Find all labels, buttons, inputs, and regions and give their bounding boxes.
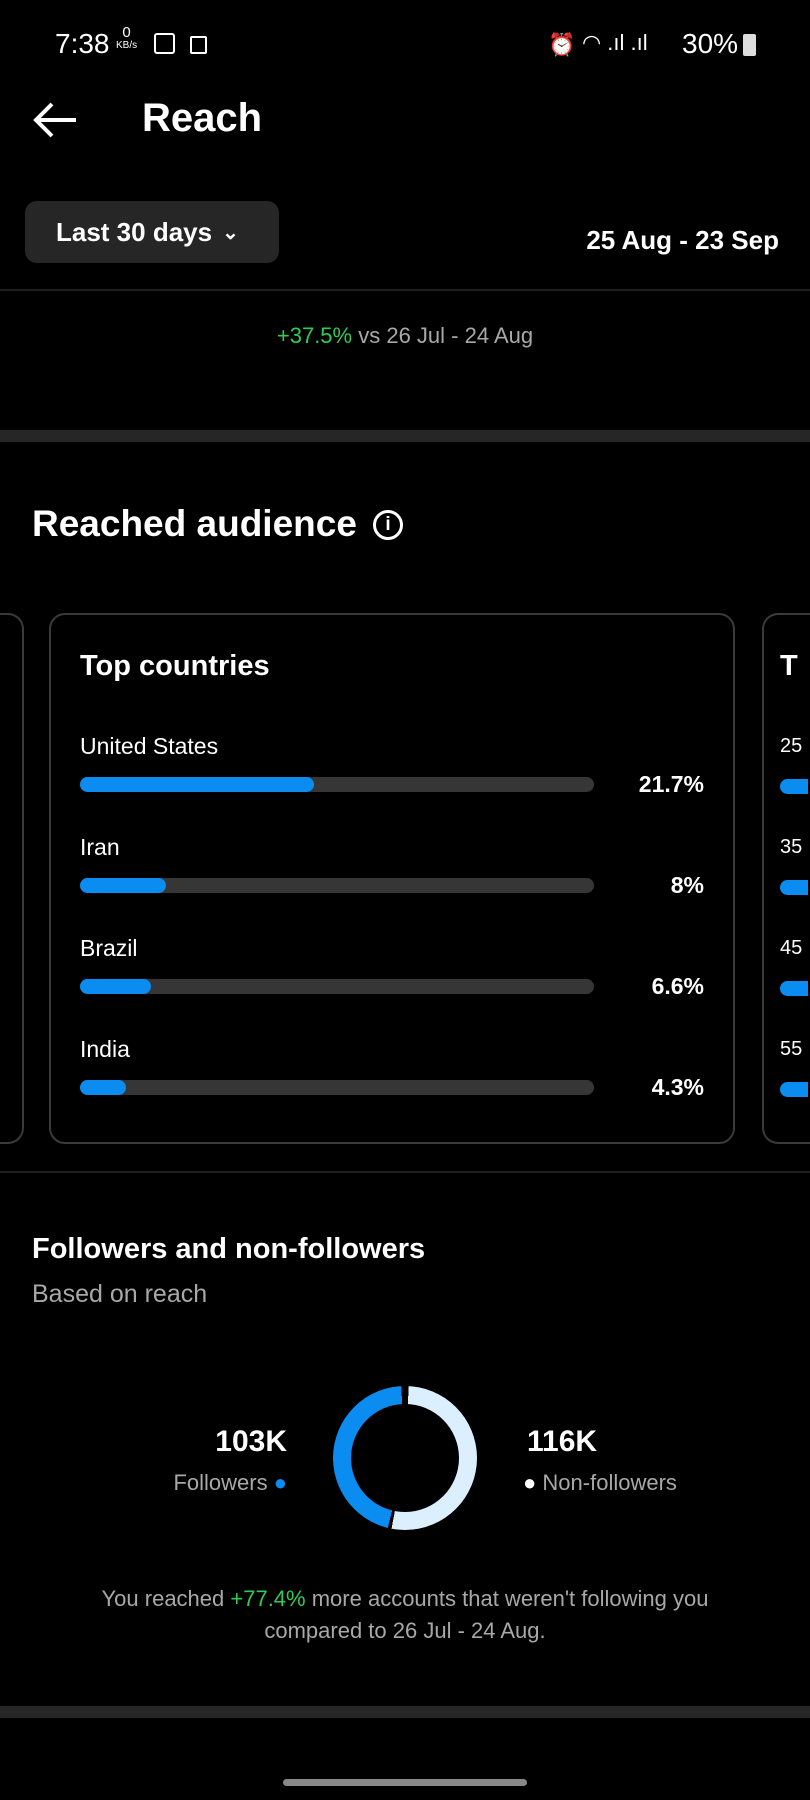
country-name: United States [80,733,219,759]
page-title: Reach [142,96,263,140]
followers-note: You reached +77.4% more accounts that we… [0,1583,810,1647]
age-range-label: 45 [780,937,803,959]
back-arrow-icon[interactable] [32,100,78,140]
alarm-icon: ⏰ [548,32,576,57]
network-speed: 0 KB/s [116,24,138,52]
followers-label: Followers [173,1470,268,1495]
non-followers-value: 116K [527,1425,598,1458]
non-followers-label: Non-followers [542,1470,677,1495]
followers-donut-chart [333,1386,477,1530]
donut-hole [351,1404,459,1512]
divider [0,1171,810,1173]
non-followers-legend: ● Non-followers [523,1470,677,1496]
divider [0,289,810,291]
country-bar-track [80,777,594,792]
section-separator [0,430,810,442]
comparison-change: +37.5% [276,323,353,348]
previous-card[interactable] [0,613,24,1144]
comparison-period: vs 26 Jul - 24 Aug [358,323,534,348]
country-name: Iran [80,834,120,860]
section-title: Reached audience [32,503,357,544]
gallery-icon [154,33,175,54]
note-post: more accounts that weren't following you [305,1586,709,1611]
followers-subtitle: Based on reach [32,1280,208,1308]
country-name: India [80,1036,130,1062]
country-bar-track [80,979,594,994]
country-percent: 21.7% [638,771,704,797]
net-speed-unit: KB/s [116,40,138,51]
country-percent: 4.3% [651,1074,704,1100]
age-bar-fill [780,1082,808,1097]
battery-icon [743,34,756,56]
country-bar-track [80,1080,594,1095]
home-indicator[interactable] [283,1779,527,1786]
wifi-signal-icon: ◠ .ıl .ıl [582,30,648,55]
non-followers-dot: ● [523,1470,537,1495]
country-name: Brazil [80,935,138,961]
followers-value: 103K [215,1425,287,1458]
date-range-label: Last 30 days [56,216,213,247]
age-bar-fill [780,880,808,895]
lock-icon [190,36,207,54]
age-bar-fill [780,981,808,996]
country-bar-fill [80,878,167,893]
status-time: 7:38 [55,28,110,59]
top-countries-card [49,613,735,1144]
followers-dot: ● [273,1470,287,1495]
country-bar-fill [80,777,315,792]
country-percent: 8% [670,872,704,898]
country-percent: 6.6% [651,973,704,999]
card-title: Top countries [80,650,270,682]
country-bar-track [80,878,594,893]
note-pre: You reached [101,1586,231,1611]
section-separator [0,1706,810,1718]
age-range-label: 55 [780,1038,803,1060]
chevron-down-icon: ⌄ [222,221,239,244]
country-bar-fill [80,1080,127,1095]
info-icon[interactable]: i [373,510,403,540]
note-line2: compared to 26 Jul - 24 Aug. [264,1618,546,1643]
net-speed-value: 0 [122,24,131,41]
next-card-title: T [780,650,798,682]
next-card[interactable]: T 25 35 45 55 [762,613,810,1144]
age-range-label: 35 [780,836,803,858]
followers-title: Followers and non-followers [32,1233,426,1265]
date-range-dropdown[interactable]: Last 30 days ⌄ [25,201,279,263]
age-range-label: 25 [780,735,803,757]
date-range: 25 Aug - 23 Sep [586,225,779,255]
note-change: +77.4% [230,1586,306,1611]
followers-legend: Followers ● [173,1470,287,1496]
age-bar-fill [780,779,808,794]
battery-percent: 30% [682,28,739,59]
country-bar-fill [80,979,152,994]
comparison-text: +37.5% vs 26 Jul - 24 Aug [0,323,810,349]
